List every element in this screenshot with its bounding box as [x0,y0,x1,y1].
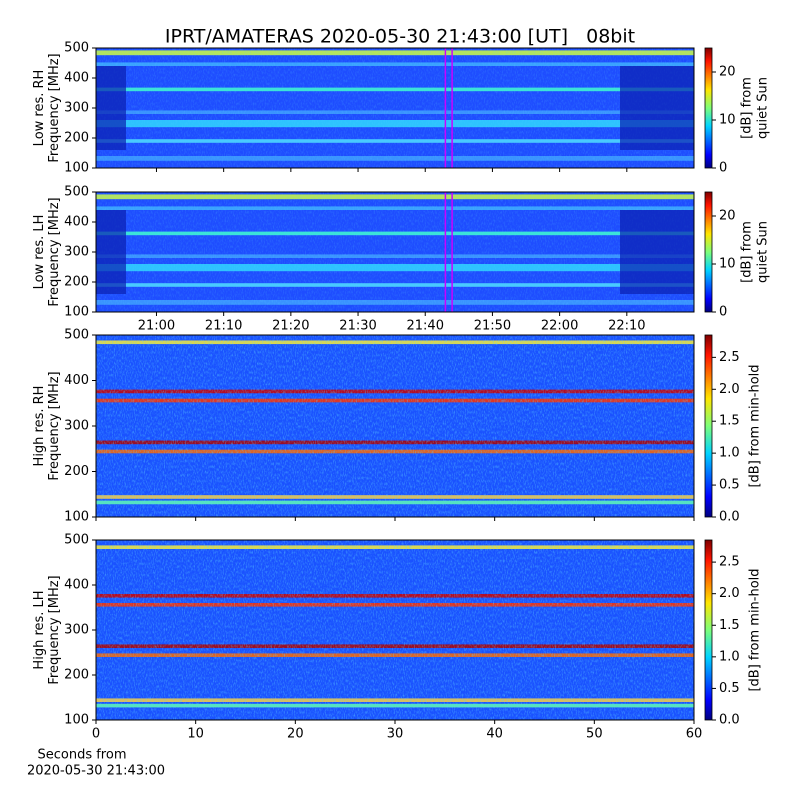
x-axis-label: 2020-05-30 21:43:00 [27,764,165,779]
y-tick-label: 400 [64,71,89,86]
colorbar [704,334,713,518]
colorbar-label: [dB] from [740,221,755,283]
y-axis-label: Frequency [MHz] [47,371,62,480]
y-axis-label: Frequency [MHz] [47,575,62,684]
x-tick-label: 20 [287,727,304,742]
y-tick-label: 200 [64,275,89,290]
colorbar-tick-label: 0.5 [719,478,740,493]
y-axis-label: High res. LH [32,590,47,669]
y-tick-label: 400 [64,215,89,230]
x-tick-label: 21:30 [339,319,376,334]
spectrogram [96,540,694,720]
colorbar-label: [dB] from min-hold [748,364,763,487]
colorbar-tick-label: 10 [719,113,736,128]
colorbar [704,539,713,721]
spectrogram-noise [96,48,694,168]
spectrogram-noise [96,540,694,720]
x-tick-label: 21:40 [407,319,444,334]
y-axis-label: Frequency [MHz] [47,53,62,162]
y-tick-label: 300 [64,101,89,116]
x-tick-label: 21:20 [272,319,309,334]
y-tick-label: 300 [64,245,89,260]
colorbar-tick-label: 2.5 [719,555,740,570]
colorbar-label: [dB] from min-hold [748,568,763,691]
y-tick-label: 400 [64,373,89,388]
y-tick-label: 200 [64,668,89,683]
y-tick-label: 100 [64,161,89,176]
x-tick-label: 10 [187,727,204,742]
colorbar-label: quiet Sun [756,221,771,283]
y-tick-label: 100 [64,713,89,728]
colorbar-label: quiet Sun [756,77,771,139]
colorbar-tick-label: 0.0 [719,510,740,525]
y-tick-label: 500 [64,533,89,548]
x-tick-label: 30 [387,727,404,742]
x-axis-label: Seconds from [37,748,126,763]
spectrogram-noise [96,335,694,517]
colorbar-tick-label: 10 [719,257,736,272]
y-tick-label: 500 [64,328,89,343]
y-tick-label: 100 [64,305,89,320]
spectrogram-noise [96,192,694,312]
y-axis-label: Low res. RH [32,70,47,147]
colorbar-label: [dB] from [740,77,755,139]
spectrogram-edge [96,66,126,150]
colorbar-tick-label: 20 [719,209,736,224]
y-axis-label: Low res. LH [32,215,47,290]
spectrogram-edge [620,210,694,294]
x-tick-label: 22:00 [541,319,578,334]
colorbar-tick-label: 2.5 [719,350,740,365]
spectrogram-edge [620,66,694,150]
y-tick-label: 100 [64,510,89,525]
colorbar-tick-label: 1.5 [719,618,740,633]
y-tick-label: 500 [64,185,89,200]
x-tick-label: 21:00 [138,319,175,334]
y-tick-label: 500 [64,41,89,56]
colorbar [704,191,713,313]
colorbar-tick-label: 0 [719,161,727,176]
x-tick-label: 40 [486,727,503,742]
x-tick-label: 60 [686,727,703,742]
spectrogram [96,48,694,168]
chart-title: IPRT/AMATERAS 2020-05-30 21:43:00 [UT] 0… [165,26,635,48]
spectrogram [96,335,694,517]
colorbar-tick-label: 1.0 [719,446,740,461]
y-tick-label: 400 [64,578,89,593]
y-tick-label: 300 [64,623,89,638]
x-tick-label: 0 [92,727,100,742]
colorbar-tick-label: 2.0 [719,382,740,397]
colorbar [704,47,713,169]
x-tick-label: 22:10 [608,319,645,334]
y-tick-label: 200 [64,131,89,146]
spectrogram-edge [96,210,126,294]
colorbar-tick-label: 20 [719,65,736,80]
y-axis-label: Frequency [MHz] [47,197,62,306]
spectrogram [96,192,694,312]
colorbar-tick-label: 0.5 [719,681,740,696]
colorbar-tick-label: 1.5 [719,414,740,429]
x-tick-label: 21:10 [205,319,242,334]
colorbar-tick-label: 1.0 [719,649,740,664]
x-tick-label: 50 [586,727,603,742]
y-tick-label: 200 [64,464,89,479]
colorbar-tick-label: 2.0 [719,586,740,601]
y-axis-label: High res. RH [32,386,47,467]
colorbar-tick-label: 0.0 [719,713,740,728]
y-tick-label: 300 [64,419,89,434]
x-tick-label: 21:50 [474,319,511,334]
colorbar-tick-label: 0 [719,305,727,320]
